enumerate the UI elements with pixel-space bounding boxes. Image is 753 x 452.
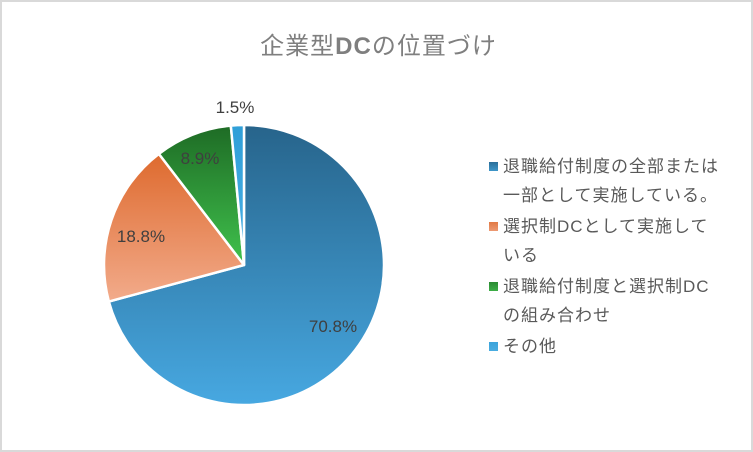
pie-slice-main-implementation[interactable] xyxy=(107,123,386,407)
legend-item-combination[interactable]: 退職給付制度と選択制DC の組み合わせ xyxy=(489,272,744,330)
data-label-selective-dc: 18.8% xyxy=(116,227,166,246)
legend-item-label: 選択制DCとして実施して いる xyxy=(503,217,709,265)
legend-item-label: 退職給付制度の全部または 一部として実施している。 xyxy=(503,157,719,205)
pie-slice-other[interactable] xyxy=(229,123,246,267)
legend-marker-orange-icon xyxy=(489,222,498,231)
chart-title-bold: DC xyxy=(335,33,372,60)
legend-marker-lightblue-icon xyxy=(489,342,498,351)
data-label-main-implementation: 70.8% xyxy=(308,317,358,336)
legend-item-main-implementation[interactable]: 退職給付制度の全部または 一部として実施している。 xyxy=(489,152,744,210)
chart-title-suffix: の位置づけ xyxy=(371,33,497,60)
pie-slice-selective-dc[interactable] xyxy=(102,152,246,303)
data-label-combination: 8.9% xyxy=(180,149,220,168)
legend-marker-blue-icon xyxy=(489,162,498,171)
chart-title-prefix: 企業型 xyxy=(260,33,336,60)
legend-item-other[interactable]: その他 xyxy=(489,332,744,361)
legend-item-label: 退職給付制度と選択制DC の組み合わせ xyxy=(503,277,710,325)
pie-plot-area: 70.8% 18.8% 8.9% 1.5% xyxy=(94,98,394,415)
legend-item-selective-dc[interactable]: 選択制DCとして実施して いる xyxy=(489,212,744,270)
chart-title[interactable]: 企業型DCの位置づけ xyxy=(2,26,751,61)
legend-marker-green-icon xyxy=(489,282,498,291)
legend-item-label: その他 xyxy=(503,337,557,356)
pie-chart xyxy=(102,123,386,407)
legend: 退職給付制度の全部または 一部として実施している。 選択制DCとして実施して い… xyxy=(489,152,744,363)
data-label-other: 1.5% xyxy=(215,98,255,117)
